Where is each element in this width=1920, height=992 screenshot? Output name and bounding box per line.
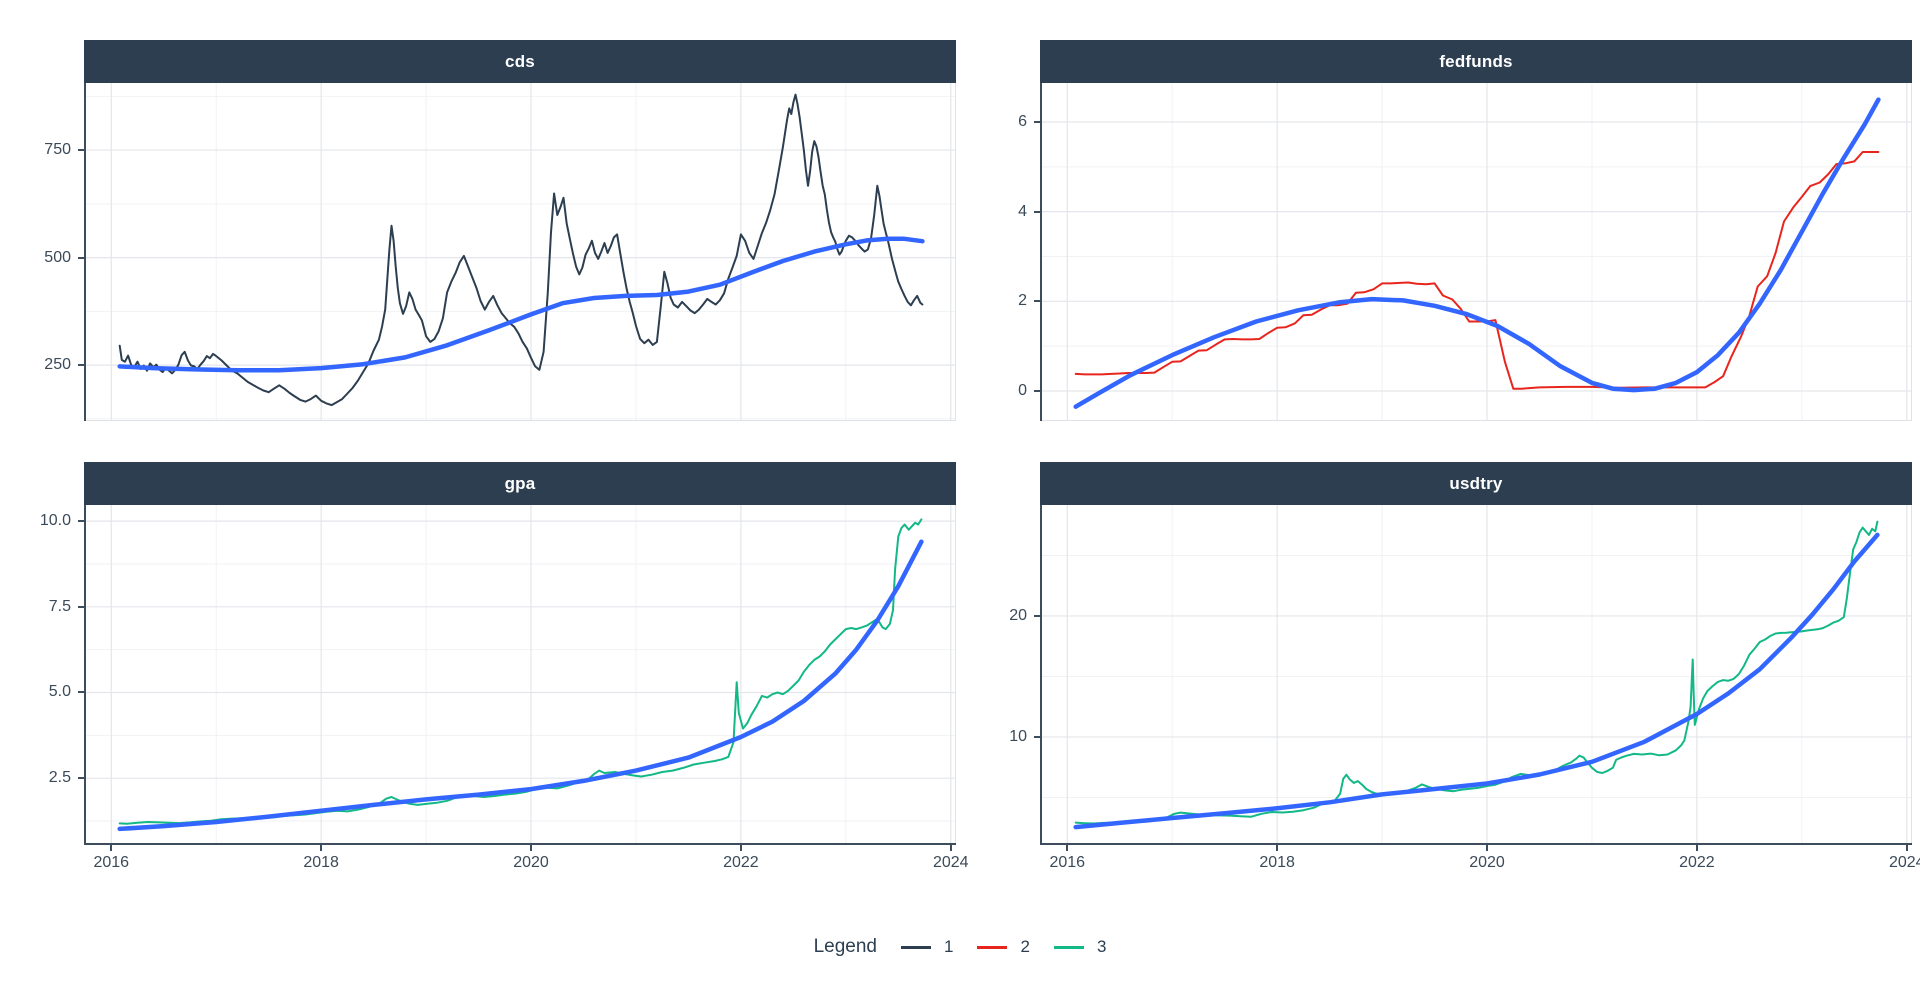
- panel-cds: cds 250 500 750: [16, 40, 956, 421]
- plot-area-gpa: 2.5 5.0 7.5 10.0: [16, 505, 956, 845]
- y-tick-mark: [1034, 300, 1040, 303]
- x-tick-mark: [110, 845, 113, 851]
- series-line-smooth: [117, 539, 924, 832]
- x-tick-mark: [320, 845, 323, 851]
- y-tick-label: 4: [1018, 202, 1027, 220]
- series-line-smooth: [1073, 532, 1880, 830]
- legend-line-swatch-green: [1053, 945, 1084, 949]
- plot-svg-cds: [84, 83, 956, 421]
- strip-gpa: gpa: [84, 462, 956, 505]
- strip-title-fedfunds: fedfunds: [1439, 51, 1513, 71]
- y-tick-mark: [1034, 210, 1040, 213]
- y-tick-mark: [1034, 121, 1040, 123]
- plot-area-fedfunds: 0 2 4 6: [972, 83, 1912, 421]
- y-tick-label: 2: [1018, 292, 1027, 310]
- x-tick-mark: [1276, 845, 1279, 851]
- x-tick-mark: [949, 845, 952, 851]
- plot-gpa: [84, 505, 956, 845]
- y-axis-cds: 250 500 750: [16, 83, 84, 421]
- y-tick-label: 6: [1018, 113, 1027, 130]
- series-line-smooth: [117, 236, 925, 373]
- x-tick-mark: [1066, 845, 1069, 851]
- legend-item-3: 3: [1053, 937, 1107, 957]
- plot-fedfunds: [1040, 83, 1912, 421]
- y-tick-label: 10.0: [39, 512, 71, 530]
- y-tick-label: 750: [44, 141, 71, 159]
- x-tick-mark: [739, 845, 742, 851]
- y-tick-label: 500: [44, 248, 71, 266]
- x-tick-mark: [1905, 845, 1908, 851]
- legend-item-label: 2: [1020, 937, 1030, 956]
- y-tick-label: 10: [1009, 727, 1027, 745]
- x-tick-label: 2022: [723, 854, 759, 871]
- strip-fedfunds: fedfunds: [1040, 40, 1912, 83]
- y-tick-mark: [78, 364, 84, 367]
- x-tick-label: 2016: [1049, 854, 1086, 871]
- x-tick-label: 2020: [513, 854, 549, 871]
- strip-title-cds: cds: [505, 51, 535, 71]
- strip-title-gpa: gpa: [504, 473, 536, 493]
- series-line-3: [1074, 520, 1879, 825]
- legend-line-swatch-navy: [901, 945, 931, 949]
- y-tick-mark: [78, 520, 84, 523]
- strip-cds: cds: [84, 40, 956, 83]
- x-tick-label: 2022: [1679, 854, 1715, 871]
- panel-gpa: gpa 2.5 5.0 7.5 10.0 2016 2018 2020 2022 2024: [16, 462, 969, 881]
- legend-item-2: 2: [977, 937, 1030, 957]
- legend-item-1: 1: [901, 937, 953, 957]
- y-tick-mark: [1034, 614, 1040, 617]
- series-line-2: [1074, 151, 1880, 390]
- y-tick-mark: [78, 777, 84, 780]
- y-tick-label: 5.0: [48, 683, 71, 701]
- plot-svg-usdtry: [1040, 505, 1912, 845]
- plot-area-cds: 250 500 750: [16, 83, 956, 421]
- legend-item-label: 1: [944, 937, 954, 956]
- legend-item-label: 3: [1096, 937, 1107, 956]
- legend-title: Legend: [813, 936, 877, 957]
- x-tick-mark: [1695, 845, 1698, 851]
- x-tick-label: 2016: [93, 854, 130, 871]
- plot-svg-fedfunds: [1040, 83, 1912, 421]
- x-tick-label: 2024: [932, 854, 969, 871]
- panel-fedfunds: fedfunds 0 2 4 6: [972, 40, 1912, 421]
- y-tick-label: 250: [44, 356, 71, 374]
- x-tick-label: 2024: [1888, 854, 1920, 871]
- y-tick-mark: [78, 605, 84, 608]
- y-tick-label: 0: [1018, 381, 1027, 399]
- legend-line-swatch-red: [977, 945, 1008, 949]
- plot-area-usdtry: 10 20: [972, 505, 1912, 845]
- series-line-smooth: [1073, 97, 1881, 409]
- panel-usdtry: usdtry 10 20 2016 2018 2020 2022 2024: [972, 462, 1920, 881]
- x-tick-label: 2020: [1469, 854, 1505, 871]
- y-tick-mark: [1034, 389, 1040, 392]
- y-tick-mark: [1034, 735, 1040, 738]
- y-tick-label: 20: [1009, 606, 1027, 624]
- y-tick-label: 2.5: [48, 769, 71, 787]
- plot-usdtry: [1040, 505, 1912, 845]
- y-tick-label: 7.5: [48, 597, 71, 615]
- strip-title-usdtry: usdtry: [1449, 473, 1503, 493]
- x-tick-mark: [1486, 845, 1489, 851]
- y-tick-mark: [78, 256, 84, 259]
- x-tick-mark: [530, 845, 533, 851]
- y-axis-gpa: 2.5 5.0 7.5 10.0: [16, 505, 84, 845]
- x-tick-label: 2018: [1259, 854, 1295, 871]
- x-tick-label: 2018: [303, 854, 339, 871]
- y-axis-usdtry: 10 20: [972, 505, 1040, 845]
- strip-usdtry: usdtry: [1040, 462, 1912, 505]
- x-axis-usdtry: 2016 2018 2020 2022 2024: [1040, 845, 1920, 881]
- legend: Legend 1 2 3: [0, 936, 1920, 958]
- series-line-1: [118, 93, 924, 407]
- y-tick-mark: [78, 691, 84, 694]
- x-axis-gpa: 2016 2018 2020 2022 2024: [84, 845, 969, 881]
- y-axis-fedfunds: 0 2 4 6: [972, 83, 1040, 421]
- plot-svg-gpa: [84, 505, 956, 845]
- y-tick-mark: [78, 149, 84, 152]
- plot-cds: [84, 83, 956, 421]
